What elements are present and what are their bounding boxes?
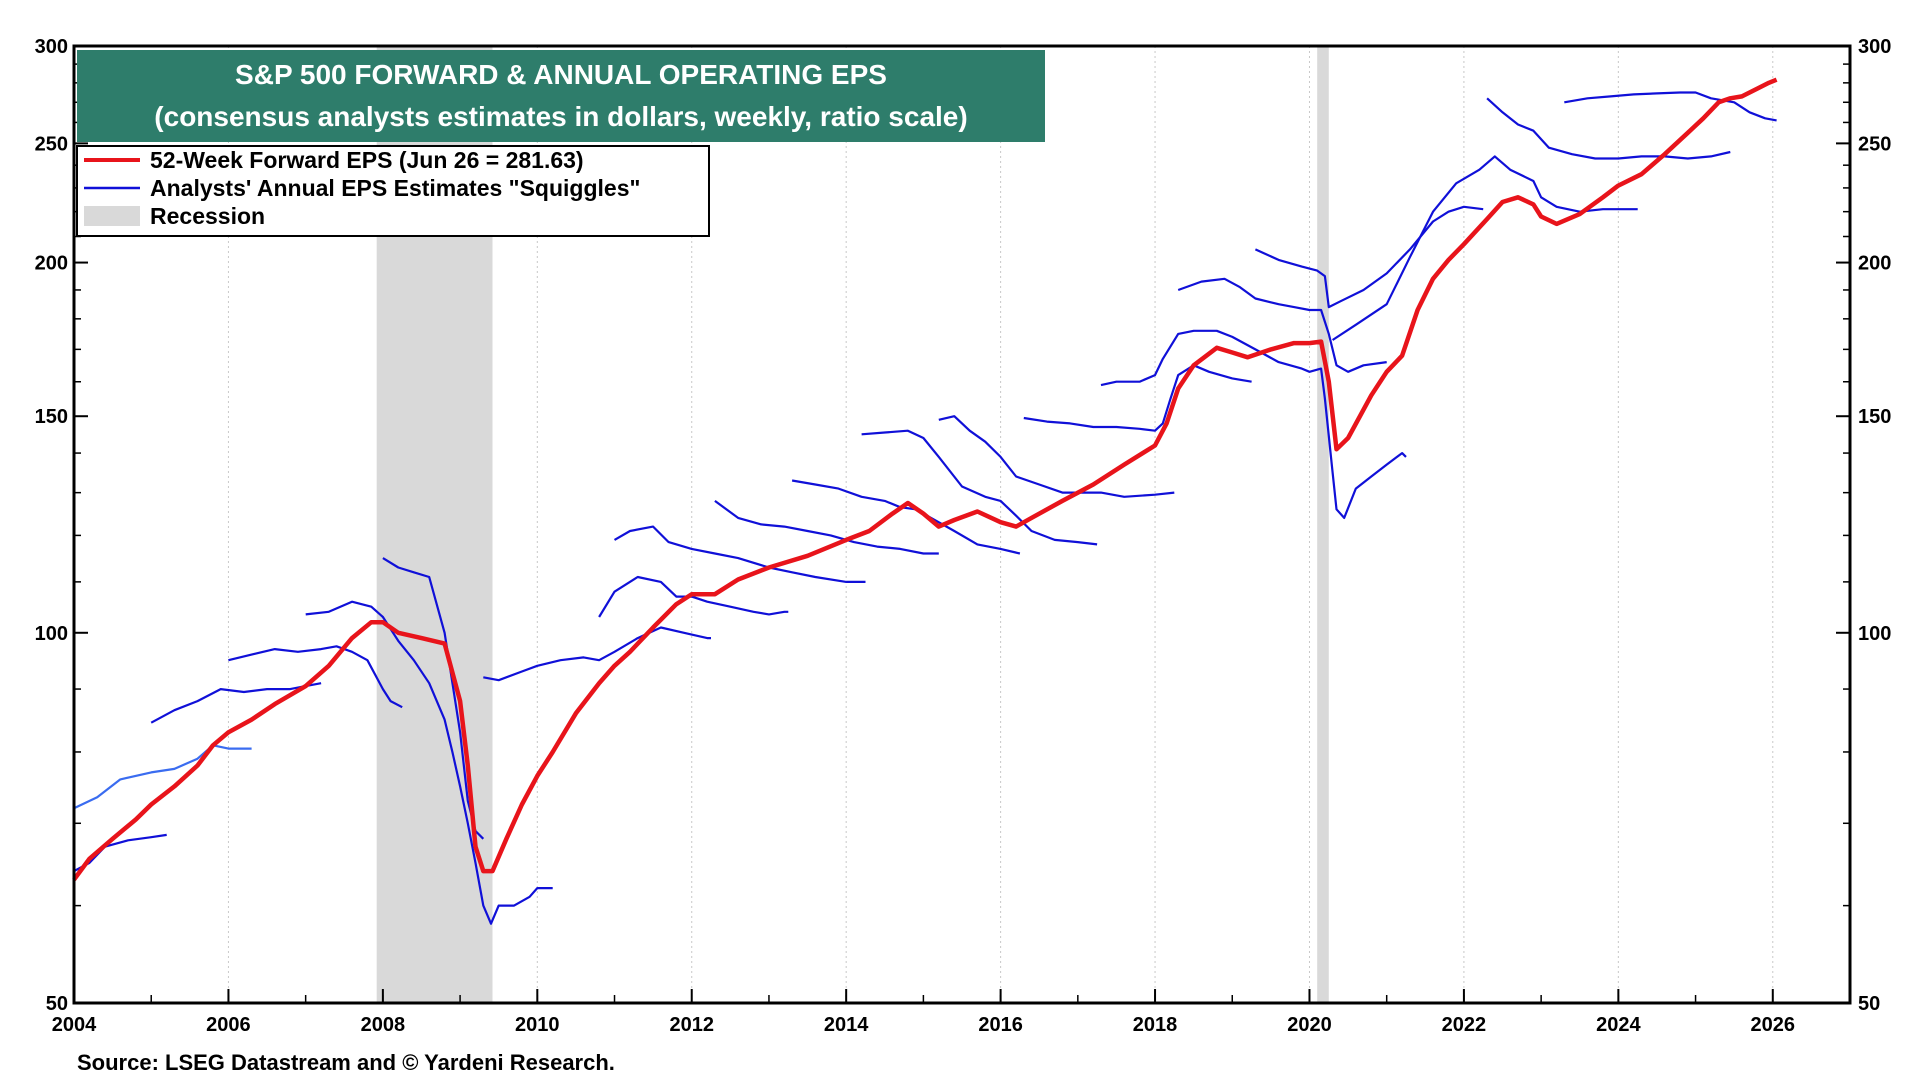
legend-box bbox=[76, 145, 710, 237]
x-tick-label-2026: 2026 bbox=[1751, 1014, 1796, 1036]
y-tick-label-right-300: 300 bbox=[1858, 36, 1891, 58]
legend-swatch-recession bbox=[84, 206, 140, 226]
squiggle-line-12 bbox=[938, 415, 1175, 498]
x-tick-label-2014: 2014 bbox=[824, 1014, 869, 1036]
x-tick-label-2016: 2016 bbox=[978, 1014, 1023, 1036]
squiggle-line-1 bbox=[73, 833, 167, 873]
y-tick-label-right-50: 50 bbox=[1858, 993, 1880, 1015]
title-box: S&P 500 FORWARD & ANNUAL OPERATING EPS (… bbox=[77, 50, 1045, 142]
squiggle-line-6 bbox=[483, 626, 711, 682]
legend-label-recession: Recession bbox=[150, 203, 265, 229]
legend: 52-Week Forward EPS (Jun 26 = 281.63) An… bbox=[76, 145, 710, 237]
y-tick-label-right-150: 150 bbox=[1858, 406, 1891, 428]
squiggle-line-18 bbox=[1486, 97, 1731, 160]
squiggle-line-8 bbox=[613, 525, 866, 583]
source-note: Source: LSEG Datastream and © Yardeni Re… bbox=[77, 1050, 615, 1075]
squiggle-line-11 bbox=[861, 429, 1098, 546]
squiggle-line-13 bbox=[1023, 364, 1252, 432]
x-tick-label-2022: 2022 bbox=[1442, 1014, 1487, 1036]
x-tick-label-2006: 2006 bbox=[206, 1014, 251, 1036]
squiggle-line-4 bbox=[305, 600, 553, 925]
squiggle-line-17 bbox=[1331, 155, 1638, 341]
x-tick-label-2004: 2004 bbox=[52, 1014, 97, 1036]
y-tick-label-right-200: 200 bbox=[1858, 253, 1891, 275]
squiggle-line-7 bbox=[598, 575, 789, 618]
y-tick-label-left-150: 150 bbox=[35, 406, 68, 428]
y-tick-label-left-100: 100 bbox=[35, 623, 68, 645]
y-tick-label-left-200: 200 bbox=[35, 253, 68, 275]
x-tick-label-2020: 2020 bbox=[1287, 1014, 1332, 1036]
squiggle-line-10 bbox=[791, 479, 1021, 555]
y-tick-label-left-250: 250 bbox=[35, 133, 68, 155]
squiggle-line-2 bbox=[150, 682, 322, 724]
chart-subtitle: (consensus analysts estimates in dollars… bbox=[154, 101, 967, 132]
forward-eps-line bbox=[72, 77, 1778, 881]
x-tick-label-2012: 2012 bbox=[669, 1014, 714, 1036]
legend-label-forward: 52-Week Forward EPS (Jun 26 = 281.63) bbox=[150, 147, 584, 173]
title-background bbox=[77, 50, 1045, 142]
x-tick-label-2018: 2018 bbox=[1133, 1014, 1178, 1036]
legend-label-squiggles: Analysts' Annual EPS Estimates "Squiggle… bbox=[150, 175, 640, 201]
recession-band-1 bbox=[1317, 46, 1329, 1003]
squiggle-line-16 bbox=[1254, 205, 1484, 309]
x-tick-label-2024: 2024 bbox=[1596, 1014, 1641, 1036]
x-tick-label-2008: 2008 bbox=[361, 1014, 406, 1036]
squiggle-line-15 bbox=[1177, 277, 1387, 373]
plot-frame bbox=[72, 44, 1852, 1005]
y-tick-label-right-250: 250 bbox=[1858, 133, 1891, 155]
squiggle-line-19 bbox=[1564, 91, 1777, 122]
y-tick-label-right-100: 100 bbox=[1858, 623, 1891, 645]
squiggle-line-9 bbox=[714, 500, 939, 555]
series-layer bbox=[72, 77, 1778, 925]
y-tick-label-left-50: 50 bbox=[46, 993, 68, 1015]
squiggle-line-14 bbox=[1100, 329, 1407, 519]
squiggle-line-3 bbox=[228, 645, 403, 709]
chart-title: S&P 500 FORWARD & ANNUAL OPERATING EPS bbox=[235, 59, 887, 90]
squiggle-line-0 bbox=[73, 744, 252, 810]
x-tick-label-2010: 2010 bbox=[515, 1014, 560, 1036]
y-tick-label-left-300: 300 bbox=[35, 36, 68, 58]
axis-layer: 50 50 100 100 150 150 200 200 250 250 300 300 2004 20… bbox=[35, 36, 1892, 1036]
